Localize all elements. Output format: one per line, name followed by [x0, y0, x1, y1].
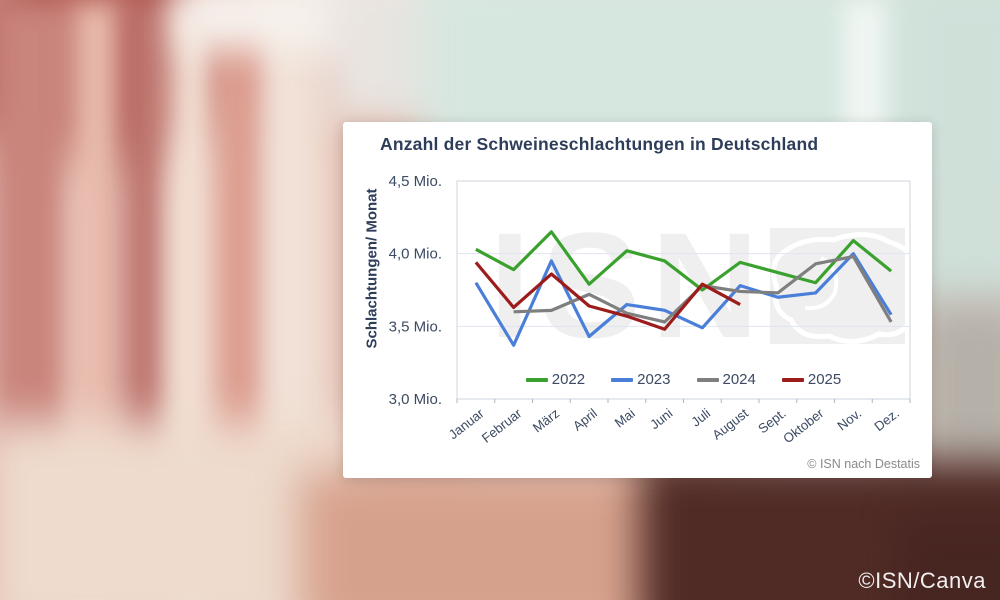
legend-label-2025: 2025: [807, 371, 842, 388]
series-line-2023: [474, 252, 893, 347]
chart-legend: 2022 2023 2024 2025: [457, 371, 910, 388]
x-tick-label: Oktober: [780, 405, 827, 446]
series-line-2022: [475, 230, 893, 292]
photo-credit: ©ISN/Canva: [858, 568, 986, 593]
x-tick-label: Nov.: [834, 406, 864, 434]
legend-item-2022: 2022: [525, 371, 586, 388]
x-tick-label: Dez.: [871, 406, 902, 435]
y-axis-title: Schlachtungen/ Monat: [363, 188, 381, 349]
x-tick-label: Februar: [479, 405, 525, 446]
isn-watermark-text: ISN: [489, 201, 770, 369]
legend-swatch-2023: [611, 377, 634, 382]
legend-label-2023: 2023: [637, 371, 671, 388]
legend-label-2022: 2022: [551, 371, 586, 388]
x-tick-label: Juli: [688, 406, 713, 430]
line-chart: 3,0 Mio.3,5 Mio.4,0 Mio.4,5 Mio.JanuarFe…: [389, 173, 911, 446]
y-tick-label: 4,0 Mio.: [389, 246, 442, 263]
legend-item-2024: 2024: [696, 371, 756, 388]
y-tick-label: 4,5 Mio.: [389, 173, 442, 190]
x-tick-label: Mai: [612, 406, 638, 431]
legend-swatch-2025: [781, 377, 804, 382]
legend-swatch-2022: [525, 377, 548, 382]
legend-label-2024: 2024: [722, 371, 756, 388]
x-tick-label: Juni: [647, 406, 675, 433]
bg-blob: [845, 0, 890, 140]
legend-item-2025: 2025: [781, 371, 842, 388]
bg-blob: [900, 520, 1000, 600]
x-tick-label: März: [530, 406, 562, 436]
legend-swatch-2024: [696, 377, 719, 382]
chart-card: ISN Anzahl der Schweineschlachtungen in …: [343, 122, 932, 478]
source-note: © ISN nach Destatis: [807, 457, 920, 471]
y-tick-label: 3,0 Mio.: [389, 391, 442, 408]
y-tick-label: 3,5 Mio.: [389, 318, 442, 335]
plot-area-border: [456, 180, 911, 400]
legend-item-2023: 2023: [611, 371, 671, 388]
x-tick-label: August: [709, 405, 751, 442]
series-line-2025: [474, 261, 741, 331]
x-tick-label: April: [570, 406, 600, 434]
chart-title: Anzahl der Schweineschlachtungen in Deut…: [380, 134, 819, 154]
